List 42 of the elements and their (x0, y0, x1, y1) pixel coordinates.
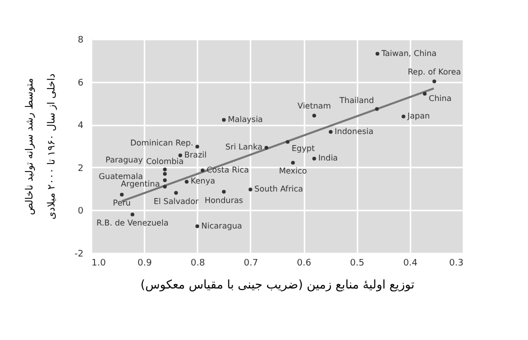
annotation: South Africa (254, 184, 304, 194)
annotation: Brazil (184, 150, 207, 160)
annotation: China (428, 94, 452, 103)
y-tick-label: 8 (78, 36, 84, 46)
x-tick-label: 0.6 (296, 258, 312, 268)
annotation: Dominican Rep. (130, 138, 194, 148)
y-tick-label: 6 (78, 78, 84, 88)
annotation: Taiwan, China (380, 48, 437, 58)
annotation: Kenya (190, 176, 216, 186)
annotation: Paraguay (106, 156, 144, 165)
annotation: Rep. of Korea (408, 67, 462, 76)
annotation: Egypt (292, 144, 315, 153)
x-tick-label: 0.3 (449, 258, 464, 268)
annotation: R.B. de Venezuela (96, 218, 169, 228)
annotation: Sri Lanka (225, 142, 262, 152)
annotation: Costa Rica (206, 165, 250, 174)
annotation: Malaysia (228, 114, 263, 124)
annotation: Indonesia (334, 126, 374, 136)
annotation: India (318, 154, 338, 163)
x-tick-label: 0.4 (403, 258, 418, 268)
annotation: Colombia (146, 156, 184, 166)
annotation: Thailand (338, 96, 374, 105)
y-axis-title: متوسط رشد سرانه تولید ناخالص داخلی از سال ۱۹۶۰ تا ۲۰۰۰ میلادی (24, 74, 58, 220)
annotation: Peru (112, 198, 131, 208)
annotation: El Salvador (154, 196, 200, 206)
annotation: Mexico (278, 166, 308, 176)
annotation: Honduras (204, 196, 244, 205)
y-tick-label: -2 (74, 250, 84, 260)
annotation: Japan (406, 111, 430, 120)
x-tick-label: 0.8 (190, 258, 206, 268)
x-tick-label: 0.7 (244, 258, 258, 268)
annotation: Nicaragua (201, 221, 242, 230)
y-tick-label: 4 (78, 121, 84, 132)
x-tick-label: 0.5 (350, 258, 364, 268)
annotation: Guatemala (98, 172, 143, 182)
y-tick-label: 2 (78, 164, 84, 174)
annotation: Argentina (120, 180, 160, 189)
x-tick-label: 0.9 (137, 258, 152, 268)
x-axis-title: توزیع اولیهٔ منابع زمین (ضریب جینی با مقیاس معکوس) (140, 278, 414, 292)
y-tick-label: 0 (78, 206, 84, 217)
x-tick-label: 1.0 (92, 258, 106, 268)
annotation: Vietnam (298, 102, 332, 111)
